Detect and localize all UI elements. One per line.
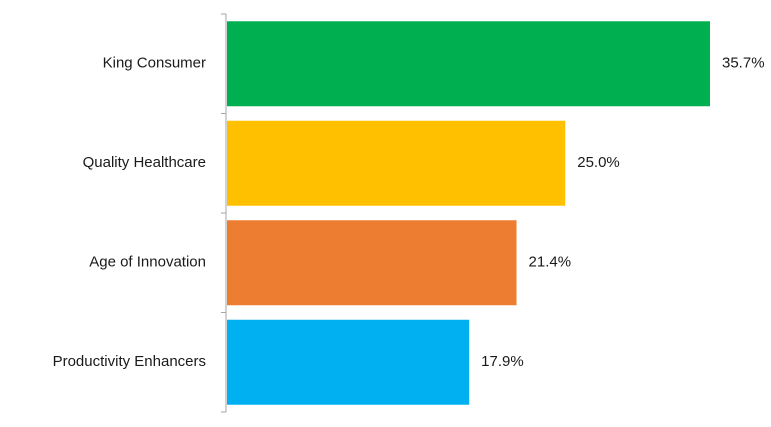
value-label: 35.7% xyxy=(722,55,765,72)
category-label: King Consumer xyxy=(103,55,206,72)
bar-quality-healthcare xyxy=(227,120,566,206)
bar-age-of-innovation xyxy=(227,220,517,306)
bar-layer xyxy=(227,21,710,405)
category-label: Productivity Enhancers xyxy=(53,353,206,370)
value-label: 25.0% xyxy=(577,154,620,171)
category-label: Quality Healthcare xyxy=(83,154,206,171)
category-label: Age of Innovation xyxy=(89,254,206,271)
value-label: 21.4% xyxy=(529,254,572,271)
value-label: 17.9% xyxy=(481,353,524,370)
label-layer: King Consumer 35.7% Quality Healthcare 25.0… xyxy=(53,55,765,371)
axis-layer xyxy=(221,13,227,413)
bar-king-consumer xyxy=(227,21,710,107)
bar-productivity-enhancers xyxy=(227,319,470,405)
